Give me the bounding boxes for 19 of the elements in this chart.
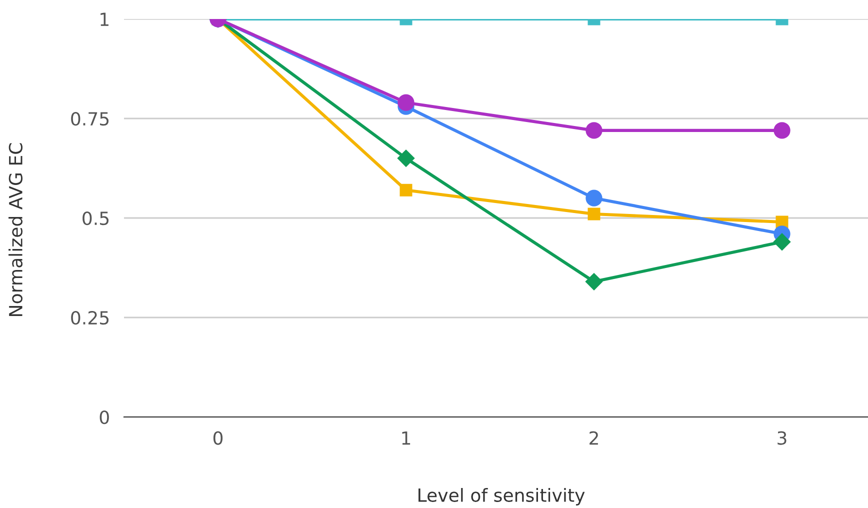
point	[400, 184, 412, 196]
point	[774, 122, 790, 139]
point	[586, 190, 602, 206]
x-tick-label: 3	[778, 431, 786, 445]
x-axis-title: Level of sensitivity	[418, 488, 585, 506]
point	[586, 122, 602, 139]
y-axis-title: Normalized AVG EC	[8, 143, 22, 316]
y-tick-label: 0.75	[71, 112, 109, 126]
x-tick-label: 0	[213, 431, 223, 445]
point	[773, 233, 791, 251]
point	[397, 149, 415, 168]
point	[585, 272, 603, 291]
y-tick-label: 0.5	[82, 211, 109, 226]
point	[588, 208, 600, 220]
y-tick-label: 1	[100, 12, 108, 26]
y-tick-label: 0	[100, 410, 109, 424]
y-tick-label: 0.25	[71, 310, 109, 325]
x-tick-label: 1	[402, 431, 410, 445]
x-tick-label: 2	[590, 431, 598, 445]
